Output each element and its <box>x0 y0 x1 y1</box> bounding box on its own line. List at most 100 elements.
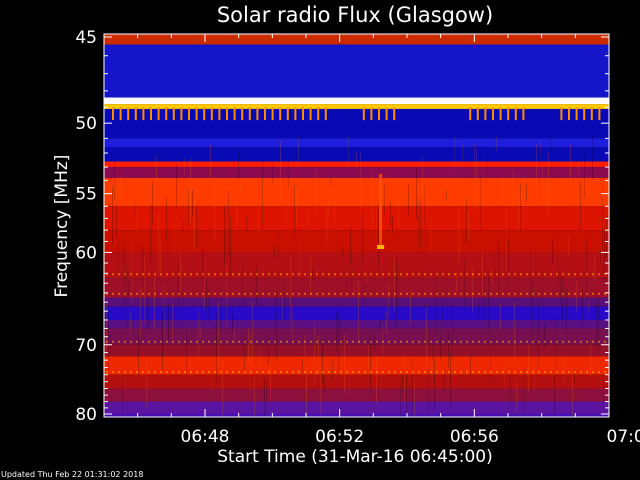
heatmap-spike <box>484 107 487 121</box>
heatmap-dot <box>562 292 564 295</box>
heatmap-dot <box>532 340 534 343</box>
heatmap-spike <box>469 107 472 121</box>
heatmap-dot <box>328 371 330 374</box>
heatmap-streak <box>396 258 397 328</box>
heatmap-dot <box>298 292 300 295</box>
heatmap-dot <box>418 273 420 276</box>
heatmap-dot <box>514 371 516 374</box>
heatmap-dot <box>604 371 606 374</box>
heatmap-streak <box>252 301 253 368</box>
heatmap-streak <box>556 319 557 377</box>
heatmap-streak <box>434 355 435 411</box>
heatmap-dot <box>484 273 486 276</box>
heatmap-dot <box>142 371 144 374</box>
heatmap-streak <box>530 246 531 302</box>
heatmap-spike <box>165 107 168 121</box>
heatmap-dot <box>556 371 558 374</box>
heatmap-dot <box>292 292 294 295</box>
heatmap-band <box>104 147 609 162</box>
heatmap-dot <box>466 340 468 343</box>
heatmap-streak <box>316 169 317 213</box>
heatmap-band <box>104 108 609 139</box>
heatmap-bands <box>104 34 609 417</box>
heatmap-streak <box>186 326 187 380</box>
heatmap-dot <box>550 340 552 343</box>
heatmap-dot <box>262 292 264 295</box>
heatmap-streak <box>184 158 185 177</box>
heatmap-spike <box>241 107 244 121</box>
heatmap-dot <box>568 371 570 374</box>
heatmap-dot <box>244 273 246 276</box>
heatmap-spike <box>150 107 152 121</box>
heatmap-dot <box>490 340 492 343</box>
heatmap-streak <box>256 266 257 307</box>
heatmap-dot <box>484 371 486 374</box>
x-tick-label: 07:00 <box>607 427 640 447</box>
heatmap-streak <box>268 332 269 364</box>
heatmap-dot <box>256 273 258 276</box>
heatmap-dot <box>544 292 546 295</box>
heatmap-streak <box>324 374 325 393</box>
heatmap-streak <box>154 277 155 329</box>
heatmap-dot <box>370 273 372 276</box>
heatmap-band <box>104 104 609 109</box>
heatmap-dot <box>586 340 588 343</box>
heatmap-dot <box>250 371 252 374</box>
heatmap-dot <box>376 371 378 374</box>
heatmap-dot <box>382 340 384 343</box>
heatmap-spike <box>218 107 221 121</box>
heatmap-streak <box>274 245 275 259</box>
heatmap-streak <box>128 281 129 297</box>
heatmap-dot <box>442 340 444 343</box>
heatmap-streak <box>506 208 507 273</box>
heatmap-dot <box>148 273 150 276</box>
heatmap-streak <box>250 333 251 392</box>
heatmap-streak <box>236 195 237 226</box>
heatmap-streak <box>170 304 171 323</box>
heatmap-dot <box>538 292 540 295</box>
heatmap-streak <box>594 256 595 281</box>
heatmap-dot <box>526 292 528 295</box>
plot-area <box>104 34 609 417</box>
heatmap-spike <box>294 107 297 121</box>
heatmap-streak <box>596 301 597 344</box>
heatmap-dot <box>484 292 486 295</box>
heatmap-band <box>104 177 609 207</box>
heatmap-dot <box>490 371 492 374</box>
heatmap-dot <box>238 273 240 276</box>
heatmap-dot <box>406 371 408 374</box>
heatmap-streak <box>300 239 301 276</box>
heatmap-dot <box>172 292 174 295</box>
heatmap-dot <box>538 340 540 343</box>
heatmap-spike <box>157 107 160 121</box>
heatmap-dot <box>310 340 312 343</box>
heatmap-dot <box>496 340 498 343</box>
heatmap-dot <box>178 273 180 276</box>
heatmap-streak <box>468 212 469 240</box>
heatmap-band <box>104 297 609 307</box>
heatmap-dot <box>262 340 264 343</box>
heatmap-dot <box>442 292 444 295</box>
heatmap-streak <box>332 358 333 382</box>
heatmap-dot <box>112 273 114 276</box>
heatmap-streak <box>452 304 453 361</box>
heatmap-streak <box>112 186 113 244</box>
heatmap-streak <box>164 281 165 344</box>
heatmap-streak <box>286 203 287 229</box>
heatmap-dot <box>508 292 510 295</box>
heatmap-spike <box>264 107 266 121</box>
heatmap-streak <box>528 344 529 393</box>
heatmap-dot <box>304 371 306 374</box>
heatmap-dot <box>388 273 390 276</box>
heatmap-dot <box>310 292 312 295</box>
heatmap-spike <box>203 107 206 121</box>
heatmap-streak <box>560 276 561 304</box>
heatmap-streak <box>278 228 279 253</box>
heatmap-dot <box>148 292 150 295</box>
heatmap-dot <box>472 273 474 276</box>
heatmap-burst <box>379 173 383 247</box>
heatmap-streak <box>218 301 219 366</box>
heatmap-dot <box>496 292 498 295</box>
heatmap-spike <box>134 107 137 121</box>
heatmap-dot <box>574 371 576 374</box>
